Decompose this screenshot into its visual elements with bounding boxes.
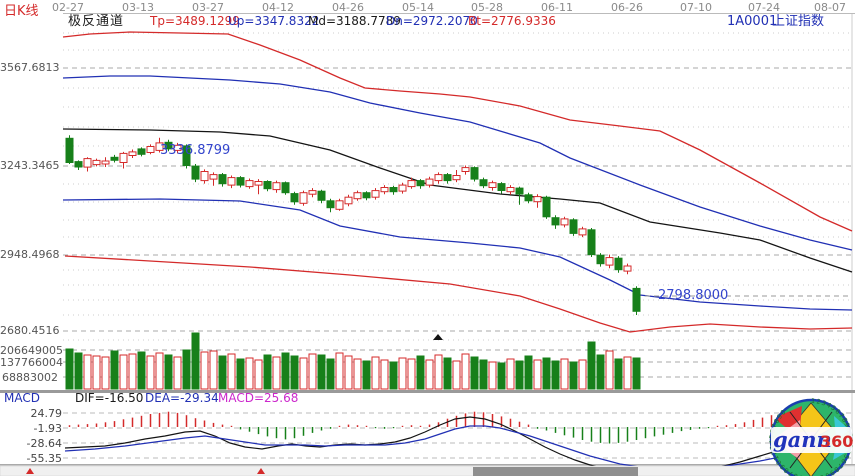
panel-separators <box>0 13 855 466</box>
grid-lines <box>63 32 852 378</box>
scrollbar-track[interactable] <box>0 465 855 476</box>
svg-text:360: 360 <box>820 432 853 451</box>
peak-triangle-marker <box>433 334 443 340</box>
channel-lines <box>62 31 853 333</box>
gann360-logo-icon: 1234567890123456789012345678901234567890… <box>768 397 853 476</box>
volume-layer <box>65 332 641 390</box>
macd-histogram <box>68 409 800 444</box>
scroll-marker-icon <box>257 468 265 474</box>
macd-grid <box>63 412 852 459</box>
scroll-marker-icon <box>26 468 34 474</box>
candles-layer <box>65 135 641 315</box>
scrollbar-thumb <box>473 467 638 476</box>
svg-text:gann: gann <box>773 427 832 452</box>
